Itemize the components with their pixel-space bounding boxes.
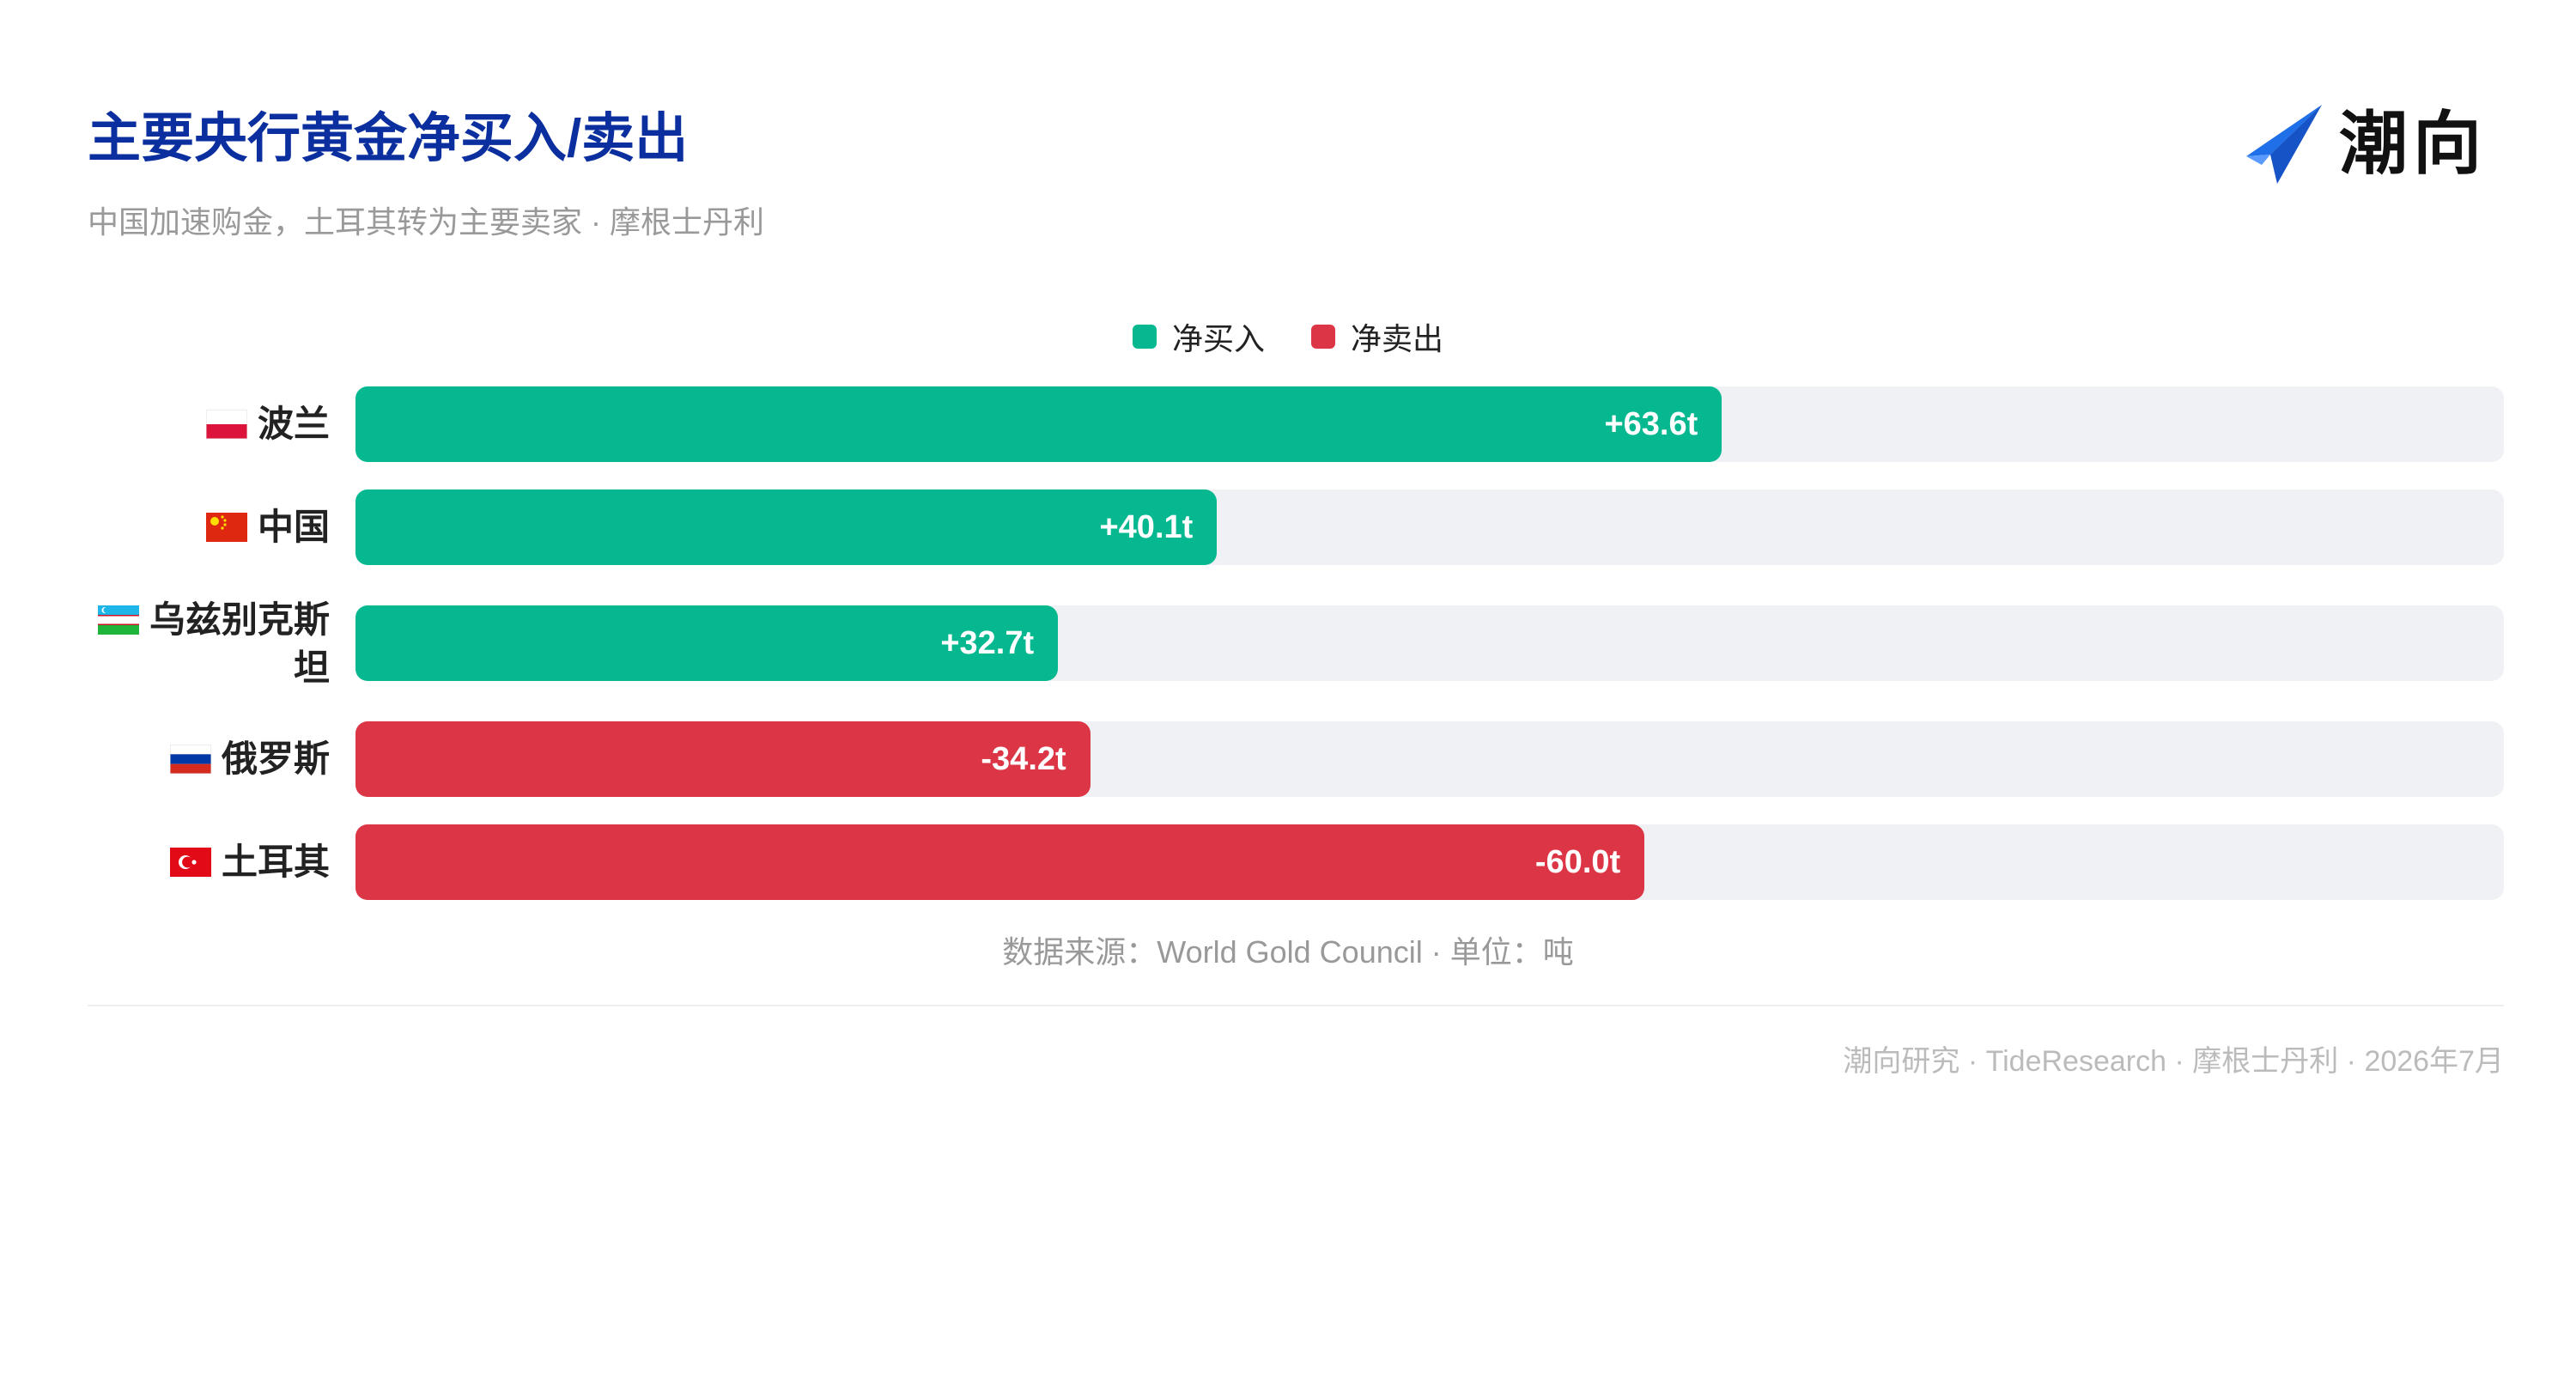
category-label: 中国	[72, 503, 330, 551]
paper-plane-icon	[2246, 105, 2322, 184]
bar-net-sell	[355, 721, 1091, 797]
category-label: 波兰	[72, 400, 330, 448]
category-label: 俄罗斯	[72, 735, 330, 783]
category-label: 土耳其	[72, 838, 330, 886]
brand-logo: 潮向	[2241, 101, 2487, 187]
category-label-text: 俄罗斯	[221, 739, 330, 779]
source-note: 数据来源：World Gold Council · 单位：吨	[1002, 934, 1574, 970]
logo-text: 潮向	[2339, 104, 2487, 184]
category-label-text: 乌兹别克斯坦	[149, 599, 330, 688]
bar-net-buy	[355, 489, 1218, 565]
category-label-text: 波兰	[257, 404, 330, 444]
legend-item-sell: 净卖出	[1311, 314, 1443, 359]
legend-label-sell: 净卖出	[1351, 321, 1444, 356]
legend-label-buy: 净买入	[1171, 321, 1265, 356]
bar-value-label: +40.1t	[1099, 509, 1194, 545]
bar-net-sell	[355, 824, 1645, 900]
turkey-flag-icon	[169, 847, 211, 877]
legend-swatch-buy	[1132, 325, 1157, 349]
bar-net-buy	[355, 605, 1059, 681]
poland-flag-icon	[205, 409, 247, 439]
bar-value-label: -34.2t	[981, 741, 1066, 777]
divider	[88, 1005, 2504, 1006]
category-label: 乌兹别克斯坦	[72, 596, 330, 692]
page-title: 主要央行黄金净买入/卖出	[88, 109, 689, 168]
bar-value-label: -60.0t	[1534, 844, 1621, 880]
china-flag-icon	[205, 512, 247, 542]
legend-item-buy: 净买入	[1132, 314, 1265, 359]
uzbekistan-flag-icon	[97, 605, 139, 635]
legend-swatch-sell	[1311, 325, 1335, 349]
bar-value-label: +63.6t	[1604, 406, 1698, 442]
page-subtitle: 中国加速购金，土耳其转为主要卖家 · 摩根士丹利	[88, 204, 764, 240]
bar-net-buy	[355, 386, 1722, 462]
category-label-text: 中国	[257, 507, 330, 547]
category-label-text: 土耳其	[221, 842, 330, 882]
footer: 潮向研究 · TideResearch · 摩根士丹利 · 2026年7月	[1843, 1045, 2504, 1078]
chart-legend: 净买入 净卖出	[0, 314, 2576, 359]
bar-value-label: +32.7t	[940, 625, 1035, 661]
russia-flag-icon	[169, 744, 211, 774]
